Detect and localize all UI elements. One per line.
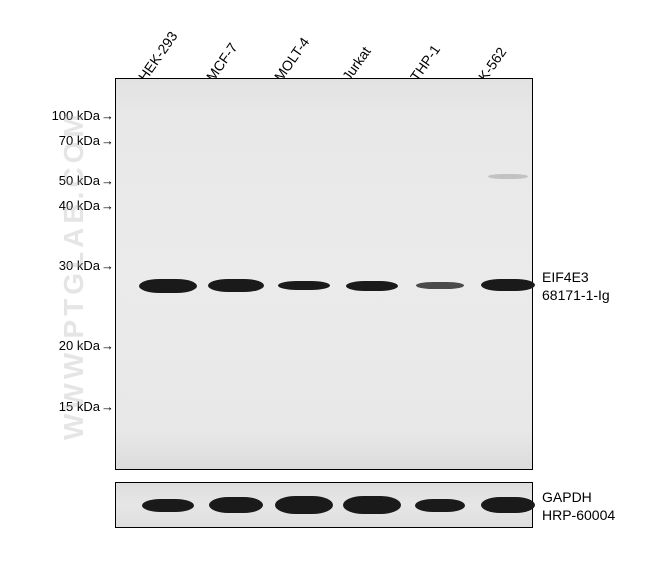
mw-marker-arrow-icon: →	[101, 173, 114, 188]
protein-label-loading: GAPDH HRP-60004	[542, 488, 615, 524]
wb-band	[346, 281, 398, 291]
wb-band	[139, 279, 197, 293]
lane-label: MOLT-4	[271, 34, 313, 84]
wb-band	[208, 279, 264, 292]
protein-label-main: EIF4E3 68171-1-Ig	[542, 268, 610, 304]
mw-marker-arrow-icon: →	[101, 338, 114, 353]
wb-band	[142, 499, 194, 512]
catalog-number-main: 68171-1-Ig	[542, 286, 610, 304]
catalog-number-loading: HRP-60004	[542, 506, 615, 524]
blot-panel-main	[115, 78, 533, 470]
figure-container: WWW.PTGLAB.COM HEK-293MCF-7MOLT-4JurkatT…	[0, 0, 650, 565]
mw-marker-label: 30 kDa	[40, 258, 100, 273]
wb-band	[481, 497, 535, 513]
wb-band	[275, 496, 333, 514]
wb-band	[209, 497, 263, 513]
mw-marker-arrow-icon: →	[101, 399, 114, 414]
mw-marker-label: 100 kDa	[40, 108, 100, 123]
mw-marker-arrow-icon: →	[101, 258, 114, 273]
mw-marker-label: 20 kDa	[40, 338, 100, 353]
protein-name-loading: GAPDH	[542, 488, 615, 506]
mw-marker-label: 15 kDa	[40, 399, 100, 414]
wb-band	[415, 499, 465, 512]
protein-name-main: EIF4E3	[542, 268, 610, 286]
wb-band	[343, 496, 401, 514]
lane-label: HEK-293	[135, 28, 181, 84]
wb-band	[416, 282, 464, 289]
watermark-text: WWW.PTGLAB.COM	[58, 110, 90, 440]
mw-marker-arrow-icon: →	[101, 133, 114, 148]
blot-background-main	[116, 79, 532, 469]
mw-marker-label: 70 kDa	[40, 133, 100, 148]
blot-panel-loading	[115, 482, 533, 528]
mw-marker-label: 40 kDa	[40, 198, 100, 213]
mw-marker-label: 50 kDa	[40, 173, 100, 188]
mw-marker-arrow-icon: →	[101, 198, 114, 213]
wb-band	[481, 279, 535, 291]
wb-band	[278, 281, 330, 290]
wb-band	[488, 174, 528, 179]
mw-marker-arrow-icon: →	[101, 108, 114, 123]
